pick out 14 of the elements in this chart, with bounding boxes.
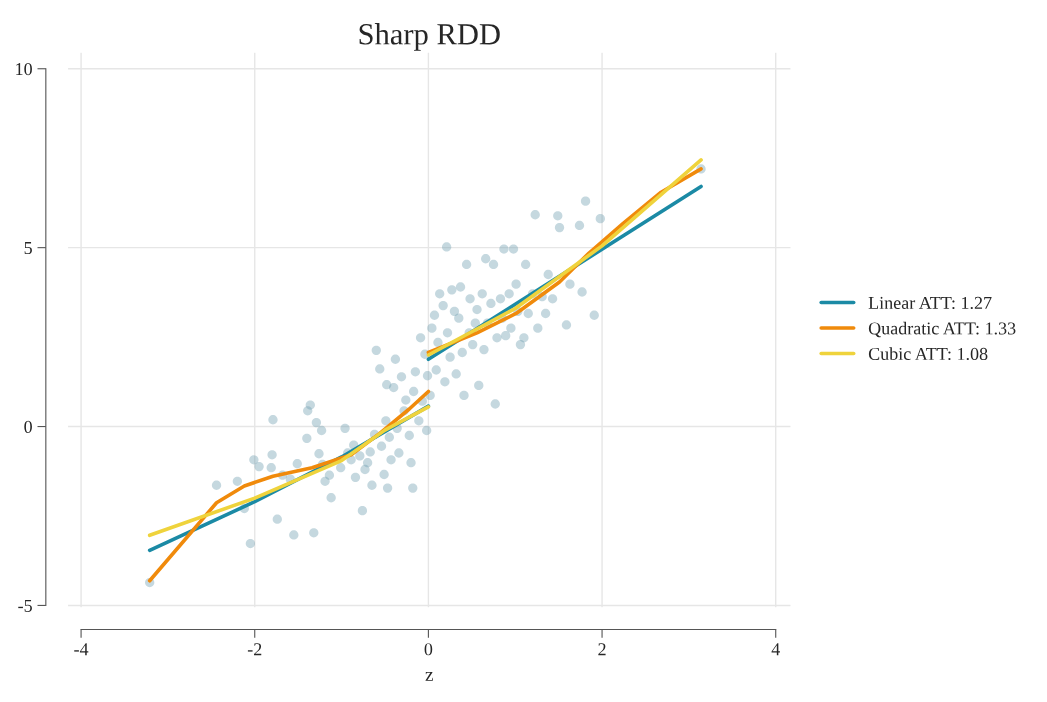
x-tick-label: 2 <box>598 643 606 656</box>
x-axis-title: z <box>425 671 434 681</box>
y-tick-label: -5 <box>18 599 32 612</box>
x-tick-label: -4 <box>74 643 89 656</box>
legend-label: Quadratic ATT: 1.33 <box>868 321 1016 338</box>
chart-title: Sharp RDD <box>359 23 500 51</box>
legend-label: Linear ATT: 1.27 <box>868 296 992 310</box>
y-tick-label: 0 <box>24 420 32 433</box>
legend-label: Cubic ATT: 1.08 <box>868 347 988 361</box>
x-tick-label: -2 <box>247 643 262 656</box>
x-tick-label: 4 <box>771 643 780 656</box>
y-tick-label: 10 <box>16 63 32 76</box>
y-tick-label: 5 <box>24 242 32 255</box>
x-tick-label: 0 <box>424 643 433 656</box>
